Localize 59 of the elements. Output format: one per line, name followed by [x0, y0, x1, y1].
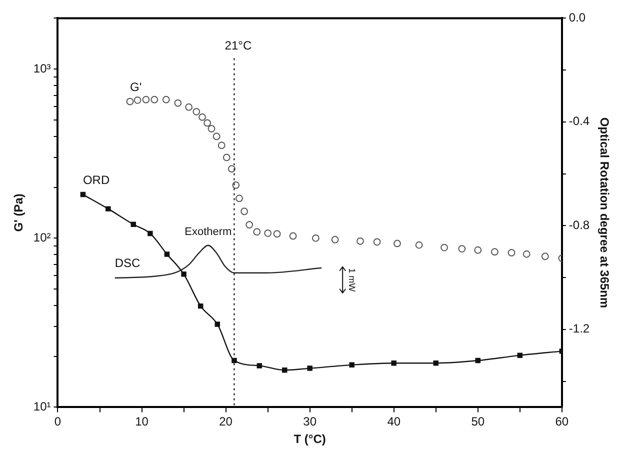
point	[394, 240, 401, 248]
point	[208, 125, 216, 132]
point	[212, 132, 220, 140]
point	[253, 228, 261, 236]
y2-tick-label: -0.4	[568, 114, 590, 128]
point	[228, 165, 236, 173]
point	[150, 96, 158, 104]
x-tick-label: 50	[471, 414, 485, 429]
x-tick-label: 60	[555, 414, 569, 429]
point	[415, 241, 423, 249]
annotation: 1 mW	[347, 268, 358, 292]
point	[134, 96, 142, 104]
y-tick-label: 10²	[33, 230, 51, 244]
point	[474, 246, 482, 254]
point	[264, 229, 272, 237]
y-tick-label: 10³	[33, 61, 51, 76]
point	[458, 245, 466, 252]
x-axis-title: T (°C)	[294, 432, 326, 446]
point	[198, 113, 206, 121]
series-label: ORD	[82, 172, 110, 187]
x-tick-label: 20	[219, 414, 233, 429]
point	[373, 238, 381, 246]
point	[440, 244, 448, 252]
x-tick-label: 0	[54, 414, 62, 429]
x-tick-label: 40	[387, 414, 401, 429]
y2-tick-label: -0.8	[568, 218, 590, 232]
point	[192, 108, 200, 116]
point	[232, 181, 240, 189]
point	[356, 237, 364, 245]
point	[246, 221, 254, 228]
y2-tick-label: -1.2	[568, 322, 590, 336]
point	[162, 96, 170, 104]
point	[236, 194, 243, 202]
point	[185, 103, 193, 111]
point	[204, 119, 212, 127]
point	[312, 234, 320, 242]
annotation: Exotherm	[184, 226, 232, 238]
point	[289, 232, 297, 240]
point	[541, 252, 549, 260]
point	[222, 154, 230, 162]
point	[491, 248, 498, 256]
point	[142, 96, 150, 104]
ref-line-label: 21°C	[224, 38, 252, 53]
series-label: DSC	[114, 256, 141, 270]
point	[240, 208, 248, 216]
y2-axis-title: Optical Rotation degree at 365nm	[597, 117, 612, 308]
point	[331, 236, 339, 244]
y2-tick-label: 0.0	[568, 10, 586, 25]
x-tick-label: 10	[135, 414, 149, 429]
point	[522, 250, 530, 258]
point	[218, 142, 226, 150]
point	[273, 230, 281, 238]
y-axis-title: G' (Pa)	[12, 194, 26, 232]
y-tick-label: 10¹	[33, 400, 51, 414]
point	[174, 99, 182, 107]
x-tick-label: 30	[303, 414, 317, 429]
point	[126, 98, 134, 106]
series-label: G'	[130, 80, 142, 94]
point	[508, 249, 516, 256]
